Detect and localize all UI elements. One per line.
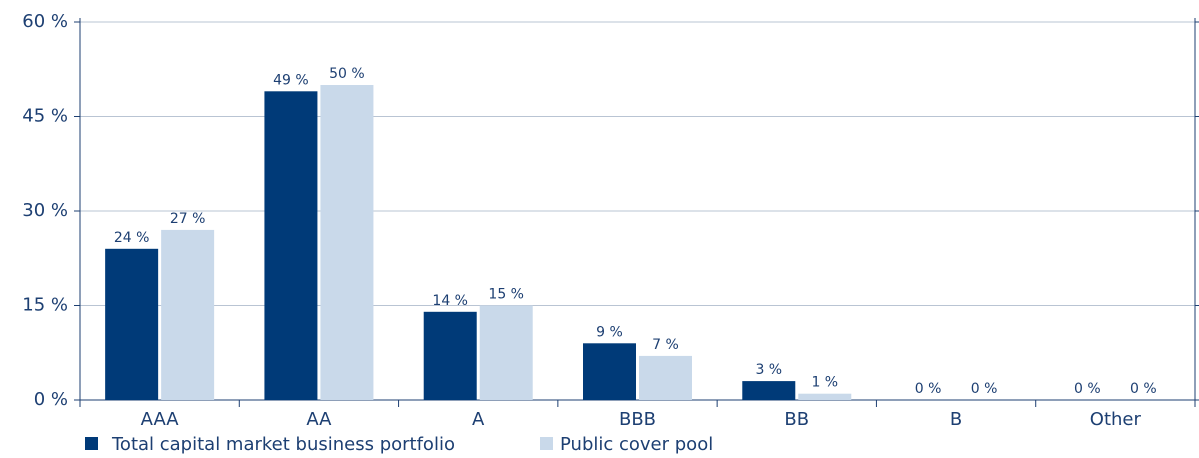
bar [264, 91, 318, 401]
value-label: 7 % [652, 337, 679, 353]
value-label: 15 % [488, 287, 524, 303]
legend-swatch [540, 437, 553, 450]
value-label: 0 % [1130, 381, 1157, 397]
y-tick-label: 60 % [22, 11, 68, 32]
value-label: 24 % [114, 230, 150, 246]
value-label: 0 % [915, 381, 942, 397]
bar [798, 393, 852, 400]
y-tick-label: 45 % [22, 106, 68, 127]
x-tick-label: Other [1090, 409, 1142, 430]
bar [423, 311, 477, 400]
value-label: 49 % [273, 72, 309, 88]
bar [742, 381, 796, 400]
bar [479, 305, 533, 400]
y-tick-label: 0 % [34, 389, 68, 410]
bar [583, 343, 636, 400]
legend-label: Total capital market business portfolio [111, 434, 455, 455]
value-label: 3 % [755, 362, 782, 378]
x-tick-label: AAA [141, 409, 180, 430]
x-tick-label: AA [306, 409, 332, 430]
value-label: 1 % [811, 375, 838, 391]
bar [161, 229, 215, 400]
value-label: 14 % [432, 293, 468, 309]
bar [105, 248, 159, 400]
x-tick-label: B [950, 409, 962, 430]
legend-label: Public cover pool [560, 434, 713, 455]
legend-swatch [85, 437, 98, 450]
bar [639, 355, 692, 400]
x-tick-label: A [472, 409, 485, 430]
x-tick-label: BB [784, 409, 809, 430]
value-label: 27 % [170, 211, 206, 227]
bar [320, 85, 374, 400]
y-tick-label: 15 % [22, 295, 68, 316]
value-label: 50 % [329, 66, 365, 82]
y-tick-label: 30 % [22, 200, 68, 221]
value-label: 9 % [596, 324, 623, 340]
value-label: 0 % [1074, 381, 1101, 397]
x-tick-label: BBB [619, 409, 656, 430]
value-label: 0 % [971, 381, 998, 397]
